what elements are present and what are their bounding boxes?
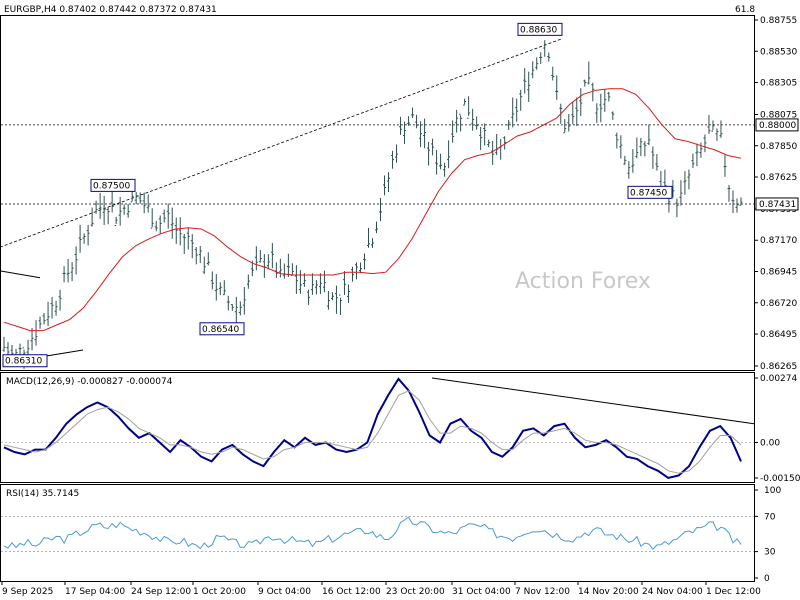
moving-average	[3, 88, 742, 332]
macd-trend-line	[431, 377, 755, 425]
rsi-panel-frame	[0, 484, 755, 582]
macd-panel-frame	[0, 372, 755, 483]
annotation-box	[627, 185, 673, 199]
annotation-box	[90, 178, 136, 192]
macd-tick-label: 0.00	[760, 439, 780, 449]
annotation-label: 0.87500	[93, 181, 130, 191]
corner-value: 61.8	[735, 5, 755, 15]
price-tick-label: 0.88755	[760, 16, 797, 26]
time-tick-label: 1 Oct 20:00	[193, 587, 246, 597]
trend-line	[0, 270, 41, 279]
price-tick-label: 0.88305	[760, 79, 797, 89]
price-tag-label: 0.87431	[759, 200, 796, 210]
time-tick-label: 9 Sep 2025	[2, 587, 53, 597]
macd-line	[3, 377, 742, 479]
price-tick-label: 0.86265	[760, 362, 797, 372]
price-tick-label: 0.87625	[760, 173, 797, 183]
rsi-tick-label: 100	[764, 486, 781, 496]
macd-tick-label: 0.00274	[760, 374, 797, 384]
time-tick-label: 9 Oct 04:00	[258, 587, 311, 597]
macd-signal-line	[3, 390, 742, 474]
price-tag-box	[755, 197, 799, 211]
annotation-box	[517, 22, 563, 36]
price-tick-label: 0.88075	[760, 110, 797, 120]
price-panel-frame	[0, 15, 755, 371]
price-levels	[1, 124, 754, 205]
time-axis: 9 Sep 2025 17 Sep 04:00 24 Sep 12:00 1 Oct …	[1, 581, 761, 597]
price-tick-label: 0.88530	[760, 47, 797, 57]
rsi-tick-label: 0	[764, 574, 770, 584]
rsi-tick-label: 70	[764, 512, 776, 522]
time-tick-label: 14 Nov 20:00	[578, 587, 639, 597]
price-bars	[2, 40, 743, 369]
macd-indicator: 0.00274 0.00 -0.001505	[1, 374, 800, 484]
price-tags: 0.88000 0.87431	[755, 118, 799, 211]
macd-label: MACD(12,26,9) -0.000827 -0.000074	[6, 377, 173, 387]
price-tag-box	[755, 118, 799, 132]
price-axis: 0.88755 0.88530 0.88305 0.88075 0.87850 0.876…	[754, 16, 797, 372]
annotation-label: 0.87450	[630, 188, 667, 198]
annotation-box	[2, 354, 48, 368]
time-tick-label: 24 Sep 12:00	[131, 587, 191, 597]
price-tick-label: 0.87850	[760, 142, 797, 152]
time-tick-label: 24 Nov 04:00	[642, 587, 703, 597]
time-tick-label: 17 Sep 04:00	[65, 587, 125, 597]
channel-line	[0, 38, 563, 248]
price-tick-label: 0.87170	[760, 236, 797, 246]
macd-tick-label: -0.001505	[760, 474, 800, 484]
price-tag-label: 0.88000	[759, 121, 796, 131]
time-tick-label: 16 Oct 12:00	[322, 587, 381, 597]
price-tick-label: 0.86945	[760, 268, 797, 278]
watermark: Action Forex	[515, 269, 651, 294]
time-tick-label: 1 Dec 12:00	[706, 587, 761, 597]
rsi-label: RSI(14) 35.7145	[6, 489, 79, 499]
time-tick-label: 31 Oct 04:00	[452, 587, 511, 597]
annotation-label: 0.86310	[5, 357, 42, 367]
moving-average-line	[3, 88, 742, 332]
time-tick-label: 23 Oct 20:00	[386, 587, 445, 597]
price-annotations: 0.88630 0.87500 0.87450 0.86540 0.86310	[2, 22, 673, 368]
price-tick-label: 0.86495	[760, 330, 797, 340]
annotation-label: 0.86540	[202, 325, 239, 335]
annotation-box	[199, 322, 245, 336]
time-tick-label: 7 Nov 12:00	[515, 587, 570, 597]
rsi-tick-label: 30	[764, 548, 776, 558]
rsi-indicator: 100 70 30 0	[1, 486, 781, 584]
annotation-label: 0.88630	[520, 25, 557, 35]
price-tick-label: 0.86720	[760, 299, 797, 309]
symbol-info: EURGBP,H4 0.87402 0.87442 0.87372 0.8743…	[4, 5, 217, 15]
trend-lines	[0, 38, 563, 359]
rsi-line	[3, 516, 742, 550]
